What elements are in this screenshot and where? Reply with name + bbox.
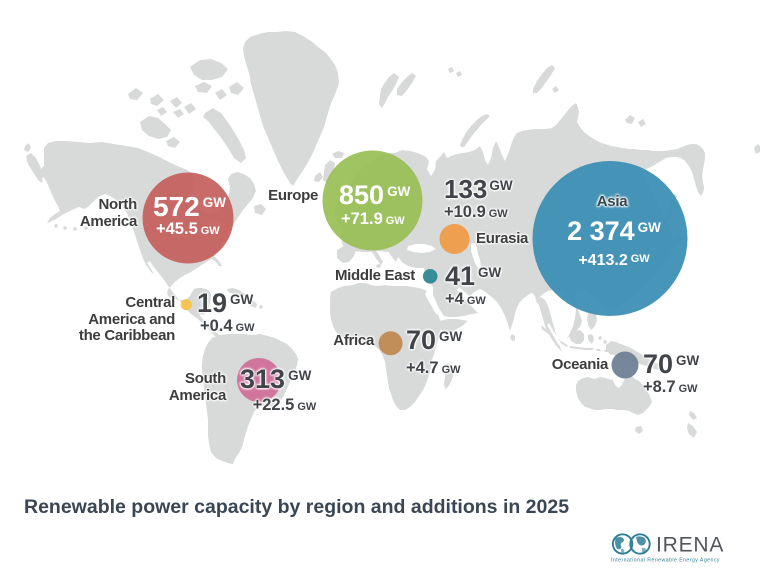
svg-text:IRENA: IRENA (656, 534, 724, 557)
svg-text:International Renewable Energy: International Renewable Energy Agency (611, 558, 720, 564)
